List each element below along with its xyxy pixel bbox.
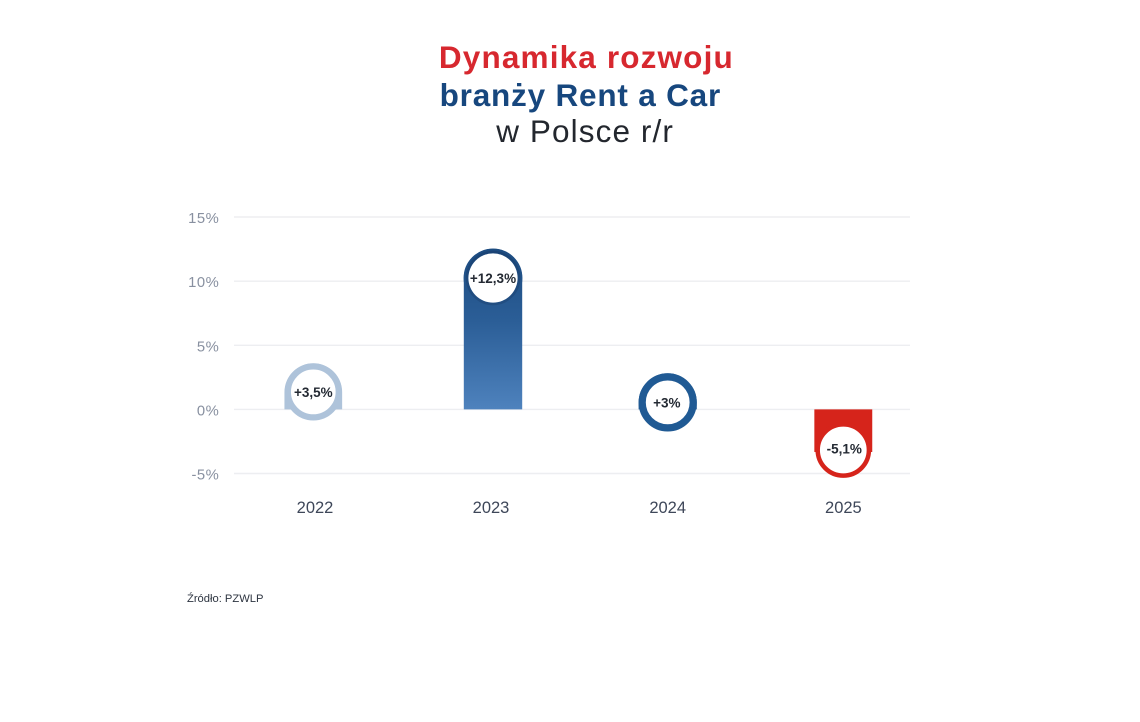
svg-text:10%: 10%	[188, 275, 219, 291]
svg-text:2024: 2024	[649, 499, 686, 517]
svg-text:+12,3%: +12,3%	[470, 271, 516, 286]
svg-text:2022: 2022	[297, 499, 334, 517]
svg-text:2025: 2025	[825, 499, 862, 517]
svg-text:5%: 5%	[197, 339, 219, 355]
svg-text:-5%: -5%	[191, 468, 219, 484]
svg-text:0%: 0%	[197, 403, 219, 419]
svg-text:+3,5%: +3,5%	[294, 385, 333, 400]
svg-text:15%: 15%	[188, 211, 219, 227]
svg-text:+3%: +3%	[653, 395, 680, 410]
svg-text:-5,1%: -5,1%	[827, 442, 862, 457]
svg-text:2023: 2023	[473, 499, 510, 517]
